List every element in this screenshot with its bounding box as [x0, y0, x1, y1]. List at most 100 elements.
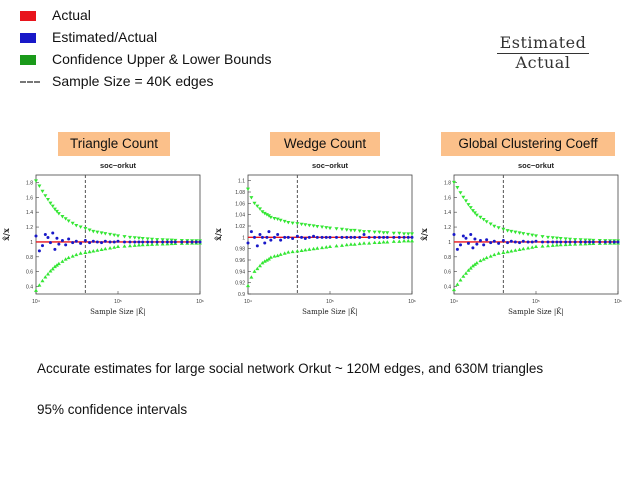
lower-bound-point — [66, 255, 71, 260]
lower-bound-point — [155, 242, 160, 246]
formula-denominator: Actual — [515, 53, 571, 72]
upper-bound-point — [43, 194, 48, 198]
lower-bound-point — [116, 244, 120, 248]
lower-bound-point — [45, 272, 50, 276]
lower-bound-point — [362, 241, 367, 245]
lower-bound-point — [74, 252, 79, 257]
upper-bound-point — [391, 231, 396, 236]
estimate-point — [559, 240, 563, 244]
upper-bound-point — [52, 207, 57, 212]
y-axis-label: x̂/x — [213, 228, 223, 241]
chart-global-clustering: soc−orkut 0.4 0.6 0.8 1 1.2 1.4 1.6 1.8 10⁴ 10⁵ 10⁶… — [419, 161, 622, 316]
estimate-point — [128, 240, 132, 244]
y-axis-label: x̂/x — [1, 228, 11, 241]
upper-bound-point — [272, 217, 277, 221]
estimate-point — [353, 235, 357, 239]
estimate-point — [79, 241, 83, 245]
estimate-point — [48, 241, 52, 245]
lower-bound-point — [587, 241, 592, 246]
estimate-point — [324, 235, 328, 239]
panel-title-wedge-count: Wedge Count — [270, 132, 380, 156]
note-confidence: 95% confidence intervals — [37, 402, 188, 417]
estimate-point — [255, 244, 259, 248]
upper-bound-point — [545, 235, 550, 240]
lower-bound-point — [311, 246, 316, 251]
upper-bound-point — [352, 228, 357, 233]
upper-bound-point — [286, 221, 291, 225]
estimate-point — [616, 240, 620, 244]
lower-bound-point — [348, 242, 353, 246]
upper-bound-point — [381, 231, 386, 235]
upper-bound-point — [249, 196, 254, 200]
estimate-point — [190, 240, 194, 244]
lower-bound-point — [381, 240, 386, 244]
lower-bound-point — [99, 247, 104, 251]
y-tick-label: 1.2 — [444, 225, 451, 231]
lower-bound-point — [257, 263, 262, 268]
upper-bound-point — [534, 234, 538, 238]
y-tick-label: 1.02 — [235, 224, 245, 230]
lower-bound-point — [578, 242, 583, 246]
estimate-point — [392, 235, 396, 239]
lower-bound-point — [91, 249, 96, 253]
legend-dash-sample-size — [20, 81, 40, 83]
upper-bound-point — [362, 230, 367, 234]
lower-bound-point — [385, 240, 390, 244]
legend-item-estimated: Estimated/Actual — [18, 28, 338, 48]
lower-bound-point — [87, 249, 92, 254]
lower-bound-point — [481, 257, 486, 261]
lower-bound-point — [103, 246, 108, 251]
lower-bound-point — [540, 244, 545, 248]
estimate-point — [83, 238, 87, 242]
upper-bound-point — [509, 229, 514, 234]
estimate-point — [180, 240, 184, 244]
upper-bound-point — [550, 236, 555, 240]
legend-item-sample-size: Sample Size = 40K edges — [18, 72, 338, 92]
estimate-point — [591, 240, 595, 244]
estimate-point — [608, 240, 612, 244]
upper-bound-point — [568, 237, 573, 242]
y-tick-label: 1.6 — [26, 195, 33, 201]
upper-bound-point — [155, 238, 160, 242]
upper-bound-point — [140, 236, 145, 241]
lower-bound-point — [397, 239, 402, 243]
upper-bound-point — [83, 226, 88, 231]
upper-bound-point — [344, 228, 349, 232]
y-tick-label: 1.4 — [26, 210, 33, 216]
lower-bound-point — [264, 258, 269, 262]
estimate-point — [410, 235, 414, 239]
upper-bound-point — [40, 189, 45, 194]
upper-bound-point — [45, 197, 50, 202]
lower-bound-point — [60, 259, 65, 263]
upper-bound-point — [278, 218, 283, 223]
estimate-point — [475, 242, 479, 246]
estimate-point — [150, 240, 154, 244]
upper-bound-point — [484, 220, 489, 224]
estimate-point — [95, 240, 99, 244]
estimate-point — [555, 240, 559, 244]
estimate-point — [108, 240, 112, 244]
upper-bound-point — [583, 238, 588, 242]
estimate-point — [67, 237, 71, 241]
y-tick-label: 0.6 — [444, 270, 451, 276]
lower-bound-point — [70, 254, 75, 258]
upper-bound-point — [127, 235, 132, 240]
upper-bound-point — [145, 237, 150, 241]
lower-bound-point — [466, 268, 471, 272]
lower-bound-point — [315, 246, 320, 250]
chart-title: soc−orkut — [100, 161, 137, 170]
upper-bound-point — [372, 230, 377, 235]
estimate-point — [272, 235, 276, 239]
upper-bound-point — [165, 238, 170, 242]
estimate-point — [402, 235, 406, 239]
estimate-point — [358, 235, 362, 239]
estimate-point — [198, 240, 202, 244]
y-tick-label: 1.04 — [235, 213, 245, 219]
y-tick-label: 1 — [30, 240, 33, 246]
y-tick-label: 0.96 — [235, 258, 245, 264]
upper-bound-point — [573, 238, 578, 242]
upper-bound-point — [385, 231, 390, 235]
estimate-point — [46, 235, 50, 239]
lower-bound-point — [299, 248, 304, 252]
upper-bound-point — [521, 232, 526, 236]
